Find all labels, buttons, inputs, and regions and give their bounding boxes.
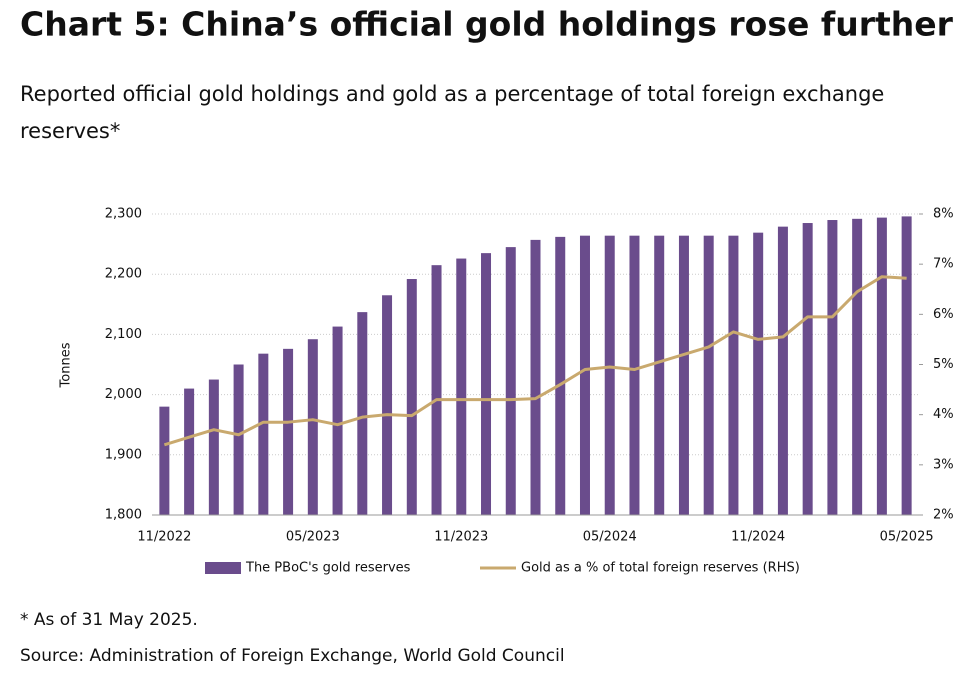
- y2-tick-label: 8%: [933, 207, 954, 222]
- bar: [357, 312, 368, 515]
- bar: [753, 232, 764, 516]
- bar: [827, 220, 838, 515]
- x-tick-label: 11/2022: [137, 530, 191, 545]
- y-tick-label: 2,000: [105, 387, 142, 402]
- chart-subtitle: reserves*: [20, 119, 120, 143]
- bar: [184, 388, 195, 515]
- x-tick-label: 05/2025: [880, 530, 934, 545]
- bar: [431, 265, 442, 515]
- bar: [406, 279, 417, 515]
- bar: [901, 216, 912, 515]
- x-tick-label: 05/2024: [583, 530, 637, 545]
- bar: [654, 235, 665, 515]
- y2-tick-label: 3%: [933, 457, 954, 472]
- chart-subtitle: Reported official gold holdings and gold…: [20, 82, 884, 106]
- bar: [481, 253, 492, 515]
- line: [163, 275, 907, 447]
- bar: [777, 226, 788, 515]
- y-tick-label: 2,100: [105, 327, 142, 342]
- bar: [208, 379, 219, 515]
- bar: [629, 235, 640, 515]
- x-tick-label: 11/2024: [731, 530, 785, 545]
- y-tick-label: 1,900: [105, 447, 142, 462]
- bar: [530, 239, 541, 516]
- bar: [604, 235, 615, 515]
- legend-swatch: [205, 562, 241, 574]
- bar: [728, 235, 739, 515]
- bar: [802, 223, 813, 515]
- chart-title: Chart 5: China’s official gold holdings …: [20, 5, 954, 44]
- bar: [332, 326, 343, 515]
- y2-tick-label: 6%: [933, 307, 954, 322]
- y-tick-label: 1,800: [105, 508, 142, 523]
- y-axis-label: Tonnes: [59, 342, 74, 388]
- bar: [703, 235, 714, 515]
- bar: [555, 236, 566, 515]
- bar: [283, 348, 294, 515]
- y2-tick-label: 7%: [933, 257, 954, 272]
- bar: [307, 339, 318, 515]
- y2-tick-label: 2%: [933, 508, 954, 523]
- x-tick-label: 05/2023: [286, 530, 340, 545]
- legend-label: The PBoC's gold reserves: [245, 561, 411, 576]
- bar: [258, 353, 269, 515]
- bar: [579, 235, 590, 515]
- bar: [852, 218, 863, 516]
- y2-tick-label: 5%: [933, 357, 954, 372]
- bar: [678, 235, 689, 515]
- x-tick-label: 11/2023: [434, 530, 488, 545]
- bar: [233, 364, 244, 515]
- bar: [876, 217, 887, 515]
- source: Source: Administration of Foreign Exchan…: [20, 646, 565, 666]
- bar: [159, 406, 170, 515]
- y-tick-label: 2,300: [105, 207, 142, 222]
- y-tick-label: 2,200: [105, 267, 142, 282]
- footnote: * As of 31 May 2025.: [20, 610, 198, 630]
- bar: [382, 295, 393, 515]
- bar: [505, 247, 516, 516]
- legend-label: Gold as a % of total foreign reserves (R…: [521, 561, 800, 576]
- y2-tick-label: 4%: [933, 407, 954, 422]
- bar: [456, 258, 467, 515]
